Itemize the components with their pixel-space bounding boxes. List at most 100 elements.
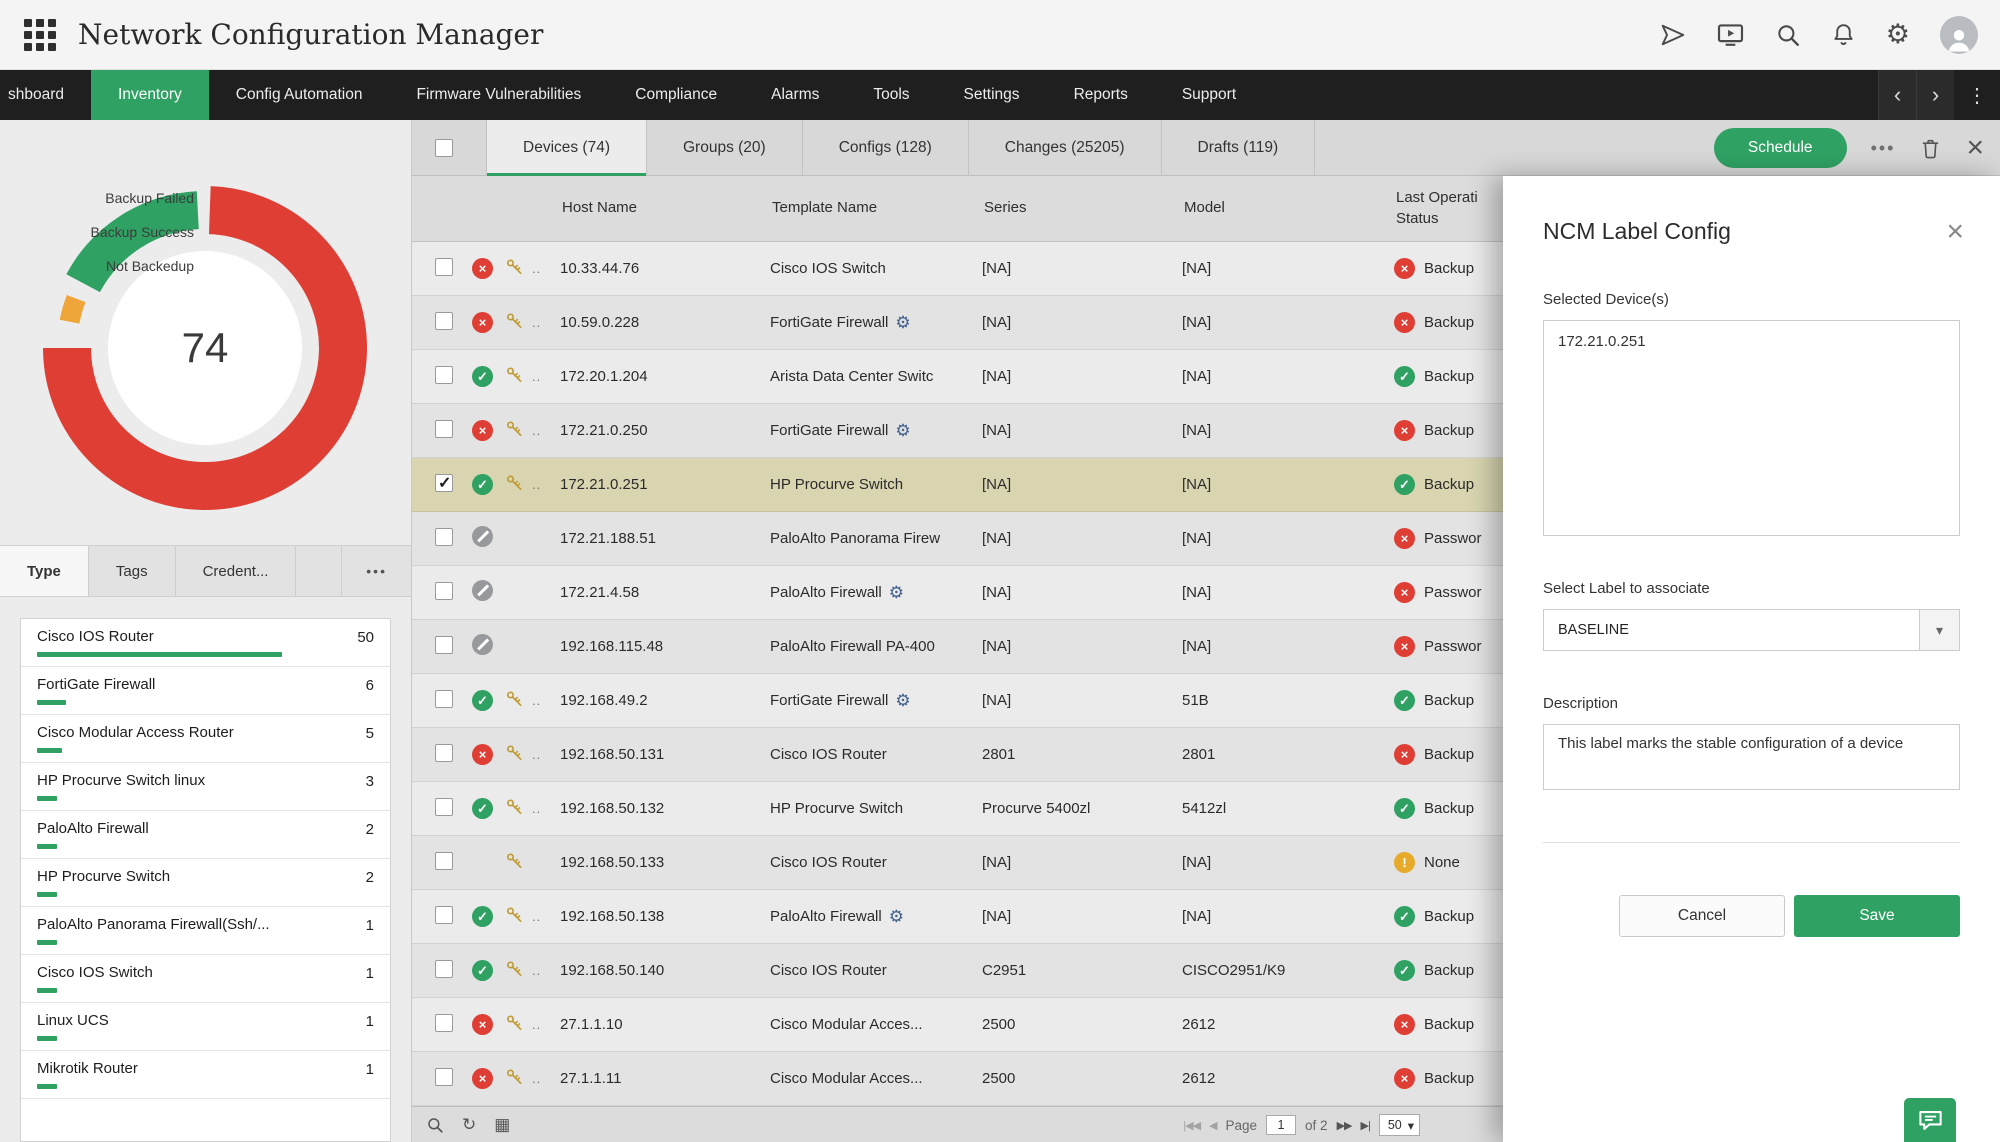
nav-item-alarms[interactable]: Alarms [771, 86, 820, 103]
page-input[interactable] [1266, 1115, 1297, 1135]
row-checkbox[interactable] [435, 419, 453, 438]
row-checkbox[interactable] [435, 689, 453, 708]
row-checkbox[interactable] [435, 473, 453, 493]
selected-devices-box[interactable]: 172.21.0.251 [1543, 320, 1960, 536]
last-operation-status: × Backup [1394, 744, 2000, 765]
nav-item-inventory[interactable]: Inventory [91, 70, 209, 120]
notifications-bell-icon[interactable] [1831, 22, 1856, 47]
nav-item-support[interactable]: Support [1181, 86, 1237, 103]
table-search-icon[interactable] [426, 1116, 444, 1134]
type-count-bar [37, 940, 57, 945]
row-checkbox[interactable] [435, 959, 453, 978]
nav-item-compliance[interactable]: Compliance [635, 86, 718, 103]
error-status-icon: × [1394, 636, 1415, 657]
search-icon[interactable] [1775, 22, 1801, 48]
type-list-item[interactable]: PaloAlto Panorama Firewall(Ssh/... 1 [21, 907, 390, 955]
nav-item-settings[interactable]: Settings [963, 86, 1020, 103]
tab-drafts-119[interactable]: Drafts (119) [1162, 120, 1316, 176]
select-all-checkbox[interactable] [435, 139, 453, 157]
refresh-icon[interactable]: ↻ [462, 1115, 477, 1134]
row-checkbox[interactable] [435, 1067, 453, 1086]
nav-scroll-right-icon[interactable]: › [1916, 70, 1954, 120]
tab-devices-74[interactable]: Devices (74) [486, 120, 647, 176]
save-button[interactable]: Save [1794, 895, 1960, 937]
row-checkbox[interactable] [435, 311, 453, 330]
row-checkbox[interactable] [435, 905, 453, 924]
type-list-item[interactable]: Linux UCS 1 [21, 1003, 390, 1051]
type-list-item[interactable]: Cisco IOS Switch 1 [21, 955, 390, 1003]
key-icon [504, 851, 525, 871]
type-list-item[interactable]: Cisco Modular Access Router 5 [21, 715, 390, 763]
row-checkbox[interactable] [435, 635, 453, 654]
col-series[interactable]: Series [984, 199, 1027, 217]
nav-item-shboard[interactable]: shboard [8, 86, 65, 103]
donut-segment-backup-success[interactable] [66, 191, 200, 293]
more-actions-button[interactable]: ••• [1870, 137, 1896, 158]
close-view-icon[interactable]: × [1966, 131, 1984, 164]
nav-item-reports[interactable]: Reports [1073, 86, 1128, 103]
nav-item-config-automation[interactable]: Config Automation [235, 86, 363, 103]
model-value: 2612 [1182, 1016, 1216, 1033]
first-page-button[interactable]: |◀◀ [1183, 1119, 1201, 1132]
row-checkbox[interactable] [435, 743, 453, 762]
template-name: PaloAlto Firewall ⚙ [770, 582, 904, 602]
tab-changes-25205[interactable]: Changes (25205) [969, 120, 1162, 176]
row-checkbox[interactable] [435, 797, 453, 816]
selected-device-value: 172.21.0.251 [1558, 333, 1646, 350]
user-avatar[interactable] [1940, 15, 1978, 54]
legend-backup-failed[interactable]: Backup Failed [105, 190, 194, 206]
type-list-item[interactable]: HP Procurve Switch linux 3 [21, 763, 390, 811]
nav-kebab-menu-icon[interactable]: ⋮ [1967, 84, 1987, 107]
row-checkbox[interactable] [435, 1013, 453, 1032]
col-template-name[interactable]: Template Name [772, 199, 878, 217]
type-list-item[interactable]: HP Procurve Switch 2 [21, 859, 390, 907]
sidebar-tab-type[interactable]: Type [0, 546, 89, 596]
label-select[interactable]: BASELINE ▾ [1543, 609, 1960, 651]
type-list-item[interactable]: Mikrotik Router 1 [21, 1051, 390, 1099]
tab-groups-20[interactable]: Groups (20) [647, 120, 803, 176]
last-page-button[interactable]: ▶| [1360, 1119, 1370, 1132]
row-checkbox[interactable] [435, 527, 453, 546]
row-checkbox[interactable] [435, 365, 453, 384]
page-size-select[interactable]: 50 ▾ [1378, 1114, 1420, 1136]
chat-fab-button[interactable] [1904, 1098, 1956, 1142]
donut-segment-not-backedup[interactable] [59, 294, 86, 324]
row-checkbox[interactable] [435, 257, 453, 276]
panel-divider [1543, 842, 1960, 843]
schedule-button[interactable]: Schedule [1713, 128, 1847, 168]
type-list-item[interactable]: PaloAlto Firewall 2 [21, 811, 390, 859]
type-name: HP Procurve Switch linux [37, 772, 206, 789]
row-checkbox[interactable] [435, 851, 453, 870]
type-list-item[interactable]: Cisco IOS Router 50 [21, 619, 390, 667]
settings-gear-icon[interactable]: ⚙ [1885, 19, 1910, 49]
prev-page-button[interactable]: ◀ [1209, 1119, 1218, 1132]
select-caret-icon[interactable]: ▾ [1919, 610, 1959, 650]
donut-segment-backup-failed[interactable] [43, 186, 367, 510]
row-checkbox[interactable] [435, 581, 453, 600]
type-list-item[interactable]: FortiGate Firewall 6 [21, 667, 390, 715]
legend-not-backedup[interactable]: Not Backedup [106, 258, 194, 274]
gear-icon: ⚙ [888, 906, 904, 926]
panel-close-icon[interactable]: × [1946, 215, 1964, 248]
nav-scroll-left-icon[interactable]: ‹ [1878, 70, 1916, 120]
description-field[interactable]: This label marks the stable configuratio… [1543, 724, 1960, 790]
next-page-button[interactable]: ▶▶ [1336, 1119, 1353, 1132]
sidebar-tab-credent[interactable]: Credent... [176, 546, 297, 596]
sidebar-tabs-more-button[interactable]: ••• [341, 546, 411, 596]
tab-configs-128[interactable]: Configs (128) [803, 120, 969, 176]
nav-item-firmware-vulnerabilities[interactable]: Firmware Vulnerabilities [416, 86, 582, 103]
sidebar-tab-tags[interactable]: Tags [89, 546, 176, 596]
col-host-name[interactable]: Host Name [562, 199, 638, 217]
delete-trash-icon[interactable] [1919, 137, 1942, 160]
cancel-button[interactable]: Cancel [1619, 895, 1785, 937]
col-last-operation-status[interactable]: Last Operati Status [1396, 189, 1478, 227]
launch-icon[interactable] [1660, 22, 1686, 48]
col-model[interactable]: Model [1184, 199, 1225, 217]
model-value: CISCO2951/K9 [1182, 962, 1286, 979]
demo-screen-icon[interactable] [1716, 20, 1745, 49]
apps-grid-icon[interactable] [24, 18, 56, 51]
legend-backup-success[interactable]: Backup Success [90, 224, 195, 240]
nav-item-tools[interactable]: Tools [873, 86, 910, 103]
grid-view-icon[interactable]: ▦ [494, 1115, 511, 1134]
template-name: Cisco Modular Acces... [770, 1070, 923, 1087]
